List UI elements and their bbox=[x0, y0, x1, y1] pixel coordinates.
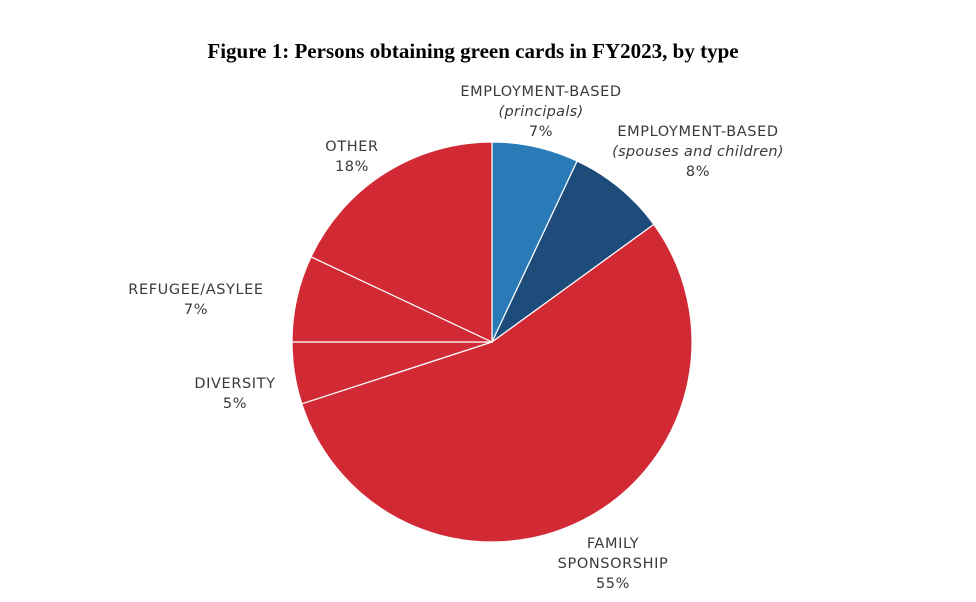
pie-slice-employment-based-spouses-and-children bbox=[491, 160, 655, 343]
slice-label-refugee-asylee: REFUGEE/ASYLEE 7% bbox=[128, 282, 263, 318]
slice-label-line: (principals) bbox=[499, 104, 584, 120]
slice-label-line: SPONSORSHIP bbox=[558, 556, 669, 572]
slice-label-line: EMPLOYMENT-BASED bbox=[617, 124, 778, 140]
slice-percent-refugee-asylee: 7% bbox=[184, 302, 208, 318]
pie-slice-other bbox=[310, 141, 493, 343]
slice-percent-family-sponsorship: 55% bbox=[596, 576, 630, 592]
slice-label-line: EMPLOYMENT-BASED bbox=[460, 84, 621, 100]
pie-slice-family-sponsorship bbox=[301, 223, 693, 543]
slice-label-line: DIVERSITY bbox=[194, 376, 275, 392]
slice-label-diversity: DIVERSITY 5% bbox=[194, 376, 275, 412]
slice-label-other: OTHER 18% bbox=[325, 139, 378, 175]
slice-label-line: FAMILY bbox=[587, 536, 639, 552]
slice-label-family-sponsorship: FAMILY SPONSORSHIP 55% bbox=[558, 536, 669, 592]
slice-label-line: REFUGEE/ASYLEE bbox=[128, 282, 263, 298]
slice-percent-other: 18% bbox=[335, 159, 369, 175]
slice-label-employment-based-principals: EMPLOYMENT-BASED (principals) 7% bbox=[460, 84, 621, 140]
slice-percent-diversity: 5% bbox=[223, 396, 247, 412]
slice-percent-employment-based-principals: 7% bbox=[529, 124, 553, 140]
slice-label-employment-based-spouses-and-children: EMPLOYMENT-BASED (spouses and children) 8% bbox=[612, 124, 784, 180]
slice-percent-employment-based-spouses-and-children: 8% bbox=[686, 164, 710, 180]
slice-labels: EMPLOYMENT-BASED (principals) 7% EMPLOYMENT… bbox=[128, 84, 784, 592]
pie-slices bbox=[291, 141, 693, 543]
slice-label-line: OTHER bbox=[325, 139, 378, 155]
chart-title: Figure 1: Persons obtaining green cards … bbox=[207, 39, 738, 63]
slice-label-line: (spouses and children) bbox=[612, 144, 784, 160]
